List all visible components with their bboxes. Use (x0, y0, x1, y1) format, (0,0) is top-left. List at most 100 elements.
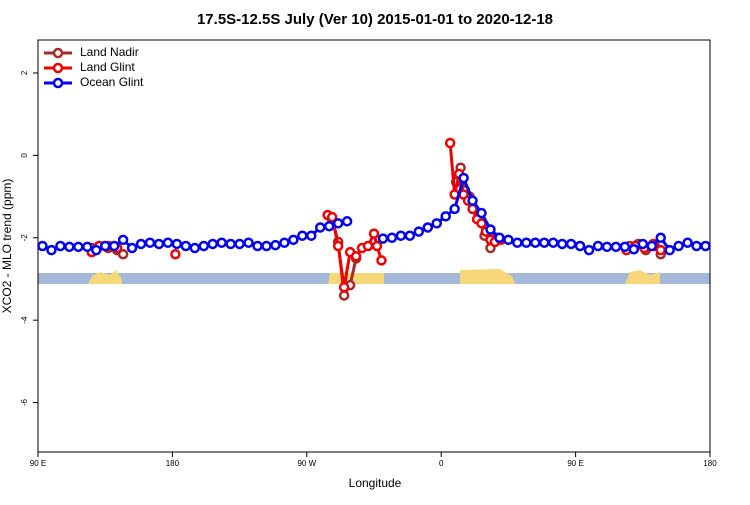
legend-label: Land Glint (80, 60, 135, 74)
data-point (338, 290, 350, 301)
data-point (556, 238, 568, 250)
data-point (216, 237, 227, 248)
data-point (55, 240, 66, 252)
data-point (440, 211, 451, 222)
data-point (673, 240, 684, 252)
data-point (655, 232, 666, 244)
data-point (270, 239, 281, 251)
series (37, 172, 711, 256)
data-point (189, 242, 201, 254)
data-point (583, 244, 595, 256)
data-point (574, 240, 586, 252)
data-point (494, 232, 505, 244)
data-point (73, 241, 84, 253)
legend-marker (52, 47, 64, 59)
data-point (261, 240, 272, 252)
y-tick-label: 2 (20, 70, 29, 75)
data-point (117, 234, 129, 246)
data-point (538, 237, 550, 248)
series (86, 137, 666, 293)
data-point (243, 237, 254, 248)
data-point (288, 234, 299, 246)
data-point (547, 237, 559, 248)
data-point (512, 237, 523, 248)
data-point (225, 238, 236, 250)
data-point (326, 211, 338, 223)
y-tick-label: 0 (20, 153, 29, 158)
data-point (386, 232, 398, 244)
x-tick-label: 90 W (297, 459, 316, 468)
legend-marker (52, 62, 64, 74)
data-point (135, 238, 147, 250)
data-point (413, 226, 425, 237)
data-point (691, 240, 702, 252)
data-point (279, 237, 290, 248)
data-point (503, 234, 514, 246)
data-point (565, 238, 577, 250)
legend-label: Land Nadir (80, 45, 139, 59)
land-ocean-strip (38, 269, 710, 284)
x-axis-label: Longitude (349, 476, 402, 490)
data-point (198, 240, 210, 252)
data-point (162, 237, 174, 248)
data-point (297, 230, 308, 241)
data-point (153, 238, 165, 250)
x-tick-label: 180 (703, 459, 717, 468)
data-point (323, 220, 335, 232)
data-point (82, 241, 93, 253)
chart-title: 17.5S-12.5S July (Ver 10) 2015-01-01 to … (197, 11, 553, 28)
data-point (467, 195, 478, 206)
data-point (314, 222, 326, 233)
data-point (449, 203, 460, 215)
data-point (619, 241, 631, 253)
data-point (646, 240, 658, 252)
data-point (395, 230, 407, 241)
data-point (655, 244, 666, 256)
data-point (628, 244, 640, 255)
data-point (171, 238, 183, 250)
data-point (610, 241, 622, 253)
data-point (362, 240, 374, 252)
data-point (332, 218, 344, 229)
data-point (637, 238, 649, 250)
x-tick-label: 180 (166, 459, 180, 468)
data-point (592, 240, 604, 252)
y-tick-label: -4 (20, 316, 29, 324)
data-point (530, 237, 541, 248)
x-tick-label: 90 E (30, 459, 46, 468)
legend-label: Ocean Glint (80, 75, 144, 89)
data-point (117, 248, 129, 260)
data-point (207, 238, 218, 250)
data-point (341, 216, 353, 227)
data-point (458, 172, 469, 184)
data-point (376, 255, 387, 266)
data-point (46, 244, 57, 256)
data-point (126, 242, 138, 254)
data-point (431, 218, 442, 229)
data-point (664, 244, 675, 256)
data-point (338, 281, 350, 293)
data-point (521, 237, 532, 248)
data-point (108, 240, 120, 252)
data-point (371, 240, 383, 252)
y-tick-label: -2 (20, 234, 29, 242)
data-point (476, 207, 487, 219)
data-point (252, 240, 263, 252)
data-point (90, 244, 102, 256)
data-point (422, 222, 434, 233)
data-point (444, 137, 456, 149)
data-point (144, 237, 156, 248)
data-point (350, 251, 362, 262)
data-point (368, 228, 380, 239)
data-point (37, 240, 48, 252)
data-point (700, 240, 711, 252)
data-point (377, 233, 389, 244)
data-point (99, 240, 111, 252)
data-point (601, 241, 613, 253)
data-point (332, 240, 344, 252)
data-point (485, 224, 496, 235)
x-tick-label: 0 (439, 459, 444, 468)
data-point (306, 230, 317, 241)
data-point (682, 237, 693, 248)
data-point (64, 241, 75, 253)
